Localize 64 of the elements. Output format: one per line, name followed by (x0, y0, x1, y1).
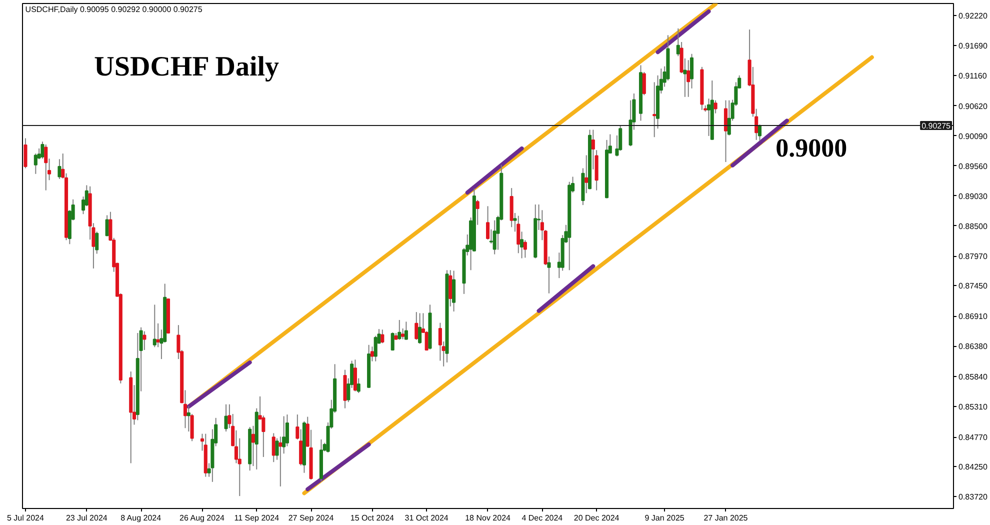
x-tick-label: 8 Aug 2024 (120, 514, 162, 522)
y-tick-label: 0.87970 (958, 252, 988, 261)
x-tick-label: 4 Dec 2024 (522, 514, 564, 522)
candlestick (418, 312, 422, 344)
x-tick-label: 5 Jul 2024 (7, 514, 44, 522)
candlestick (398, 319, 402, 340)
y-tick-label: 0.89030 (958, 192, 988, 201)
y-tick-label: 0.87450 (958, 281, 988, 290)
y-tick-label: 0.84770 (958, 433, 988, 442)
x-tick-label: 9 Jan 2025 (644, 514, 685, 522)
candlestick (401, 328, 405, 340)
x-tick-label: 11 Sep 2024 (234, 514, 280, 522)
candlestick (492, 220, 496, 255)
y-tick-label: 0.84250 (958, 462, 988, 472)
y-tick-label: 0.89560 (958, 162, 988, 171)
y-tick-label: 0.86380 (958, 342, 988, 352)
y-tick-label: 0.91160 (958, 71, 988, 80)
candlestick (452, 270, 456, 312)
candlestick (486, 206, 490, 240)
candlestick (510, 188, 514, 228)
x-tick-label: 31 Oct 2024 (404, 514, 449, 522)
candlestick (584, 154, 588, 194)
candlestick (299, 428, 303, 466)
candlestick (152, 304, 156, 348)
candlestick (262, 415, 266, 458)
candlestick (251, 425, 256, 467)
candlestick (278, 436, 282, 487)
candlestick (380, 329, 384, 344)
y-tick-label: 0.90090 (958, 132, 988, 141)
candlestick (652, 82, 656, 138)
x-tick-label: 27 Jan 2025 (704, 514, 748, 522)
x-tick-label: 18 Nov 2024 (465, 514, 512, 522)
x-tick-label: 23 Jul 2024 (66, 514, 108, 522)
ref-line-label: 0.90275 (922, 122, 952, 131)
candlestick (24, 138, 28, 169)
candlestick (706, 98, 711, 136)
x-tick-label: 20 Dec 2024 (574, 514, 620, 522)
x-tick-label: 26 Aug 2024 (180, 514, 226, 522)
annotation: 0.9000 (776, 133, 848, 162)
candlestick (224, 404, 228, 432)
y-tick-label: 0.92220 (958, 11, 988, 20)
y-tick-label: 0.83720 (958, 492, 988, 502)
y-tick-label: 0.91690 (958, 41, 988, 50)
candlestick (724, 100, 728, 163)
y-tick-label: 0.86910 (958, 312, 988, 322)
y-tick-label: 0.88500 (958, 222, 988, 231)
candlestick (414, 312, 418, 340)
candlestick (370, 346, 374, 362)
x-tick-label: 27 Sep 2024 (288, 514, 334, 522)
candlestick (642, 72, 646, 96)
candlestick (272, 432, 276, 463)
candlestick (476, 199, 480, 226)
text: USDCHF Daily (94, 52, 280, 83)
y-tick-label: 0.90620 (958, 102, 988, 111)
candlestick (44, 144, 48, 191)
candlestick (714, 100, 718, 114)
x-tick-label: 15 Oct 2024 (350, 514, 395, 522)
y-tick-label: 0.85840 (958, 372, 988, 382)
candlestick (142, 330, 146, 350)
annotation: USDCHF,Daily 0.90095 0.90292 0.90000 0.90275 (25, 5, 203, 14)
candlestick (390, 332, 394, 352)
candlestick (353, 359, 357, 392)
y-tick-label: 0.85310 (958, 402, 988, 412)
candlestick (404, 321, 408, 340)
